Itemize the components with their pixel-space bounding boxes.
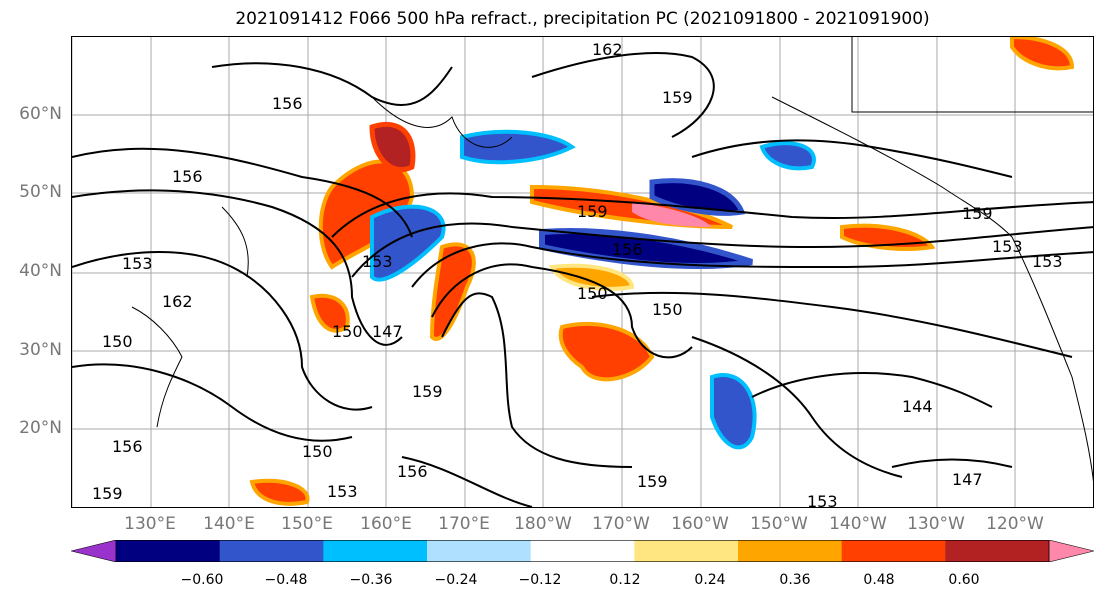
lon-label: 160°E — [360, 514, 412, 534]
patch-orange — [429, 242, 476, 341]
lon-label: 150°E — [281, 514, 333, 534]
patch-orange — [558, 321, 655, 382]
coastlines — [131, 37, 1093, 482]
contour-label: 159 — [662, 88, 693, 107]
patch-navy — [539, 228, 753, 270]
contour-label: 156 — [172, 167, 203, 186]
contour-label: 150 — [652, 300, 683, 319]
contour-label: 150 — [302, 442, 333, 461]
lon-label: 160°W — [671, 514, 729, 534]
colorbar-border — [115, 540, 1050, 562]
colorbar-tick-label: −0.60 — [180, 572, 224, 588]
patch-orange — [1010, 37, 1075, 71]
lon-label: 120°W — [986, 514, 1044, 534]
colorbar-segment — [219, 540, 324, 562]
contour-label: 156 — [612, 240, 643, 259]
colorbar-tick-label: −0.48 — [264, 572, 308, 588]
contour-label: 153 — [992, 237, 1023, 256]
map-canvas: 162 159 156 156 153 162 159 150 147 153 … — [72, 37, 1093, 508]
patch-blue — [460, 129, 576, 165]
map-panel: 162 159 156 156 153 162 159 150 147 153 … — [71, 36, 1094, 508]
colorbar-tick-label: 0.12 — [609, 572, 641, 588]
contour-label: 147 — [372, 322, 403, 341]
colorbar-segment — [427, 540, 532, 562]
lon-label: 170°E — [438, 514, 490, 534]
patch-orange — [548, 263, 635, 291]
patch-pink — [632, 202, 712, 227]
patch-blue — [759, 141, 816, 171]
contour-label: 159 — [412, 382, 443, 401]
colorbar-segment — [634, 540, 739, 562]
lat-label: 40°N — [19, 261, 62, 281]
lat-label: 30°N — [19, 340, 62, 360]
contour-label: 153 — [327, 482, 358, 501]
map-title: 2021091412 F066 500 hPa refract., precip… — [235, 9, 930, 29]
contour-label: 150 — [577, 284, 608, 303]
colorbar-tick-label: 0.36 — [779, 572, 811, 588]
colorbar-tick-label: 0.24 — [694, 572, 726, 588]
patch-darkred — [369, 121, 416, 172]
contour-label: 153 — [122, 254, 153, 273]
colorbar-segments — [71, 540, 1094, 562]
patch-blue — [710, 373, 757, 450]
colorbar-tick-label: −0.36 — [349, 572, 393, 588]
colorbar-tick-label: 0.60 — [948, 572, 980, 588]
contour-label: 156 — [272, 94, 303, 113]
contour-label: 156 — [112, 437, 143, 456]
contour-label: 150 — [332, 322, 363, 341]
colorbar-end-triangle — [1048, 540, 1094, 562]
lon-label: 130°W — [907, 514, 965, 534]
contour-label: 162 — [592, 40, 623, 59]
lon-label: 180°W — [514, 514, 572, 534]
colorbar-segment — [530, 540, 635, 562]
contour-label: 162 — [162, 292, 193, 311]
contour-label: 153 — [1032, 252, 1063, 271]
colorbar-tick-label: −0.12 — [518, 572, 562, 588]
colorbar-segment — [323, 540, 428, 562]
lat-label: 60°N — [19, 104, 62, 124]
lat-label: 50°N — [19, 182, 62, 202]
contour-label: 156 — [397, 462, 428, 481]
patch-blue — [370, 204, 446, 282]
patch-orange — [309, 293, 350, 333]
contour-label: 159 — [577, 202, 608, 221]
colorbar-segment — [116, 540, 221, 562]
lon-label: 170°W — [592, 514, 650, 534]
colorbar-segment — [841, 540, 946, 562]
contour-label: 144 — [902, 397, 933, 416]
lon-label: 130°E — [124, 514, 176, 534]
height-contours — [72, 52, 1093, 507]
lon-label: 140°W — [829, 514, 887, 534]
contour-labels: 162 159 156 156 153 162 159 150 147 153 … — [92, 40, 1063, 508]
contour-label: 159 — [92, 484, 123, 503]
colorbar — [71, 540, 1094, 562]
lon-label: 150°W — [750, 514, 808, 534]
patch-orange — [249, 478, 310, 506]
lon-label: 140°E — [203, 514, 255, 534]
colorbar-end-triangle — [71, 540, 117, 562]
colorbar-tick-label: 0.48 — [863, 572, 895, 588]
contour-label: 150 — [102, 332, 133, 351]
contour-label: 153 — [807, 492, 838, 508]
colorbar-segment — [945, 540, 1050, 562]
contour-label: 159 — [962, 204, 993, 223]
contour-label: 153 — [362, 252, 393, 271]
contour-label: 159 — [637, 472, 668, 491]
colorbar-tick-label: −0.24 — [434, 572, 478, 588]
colorbar-segment — [738, 540, 843, 562]
lat-label: 20°N — [19, 418, 62, 438]
contour-label: 147 — [952, 470, 983, 489]
